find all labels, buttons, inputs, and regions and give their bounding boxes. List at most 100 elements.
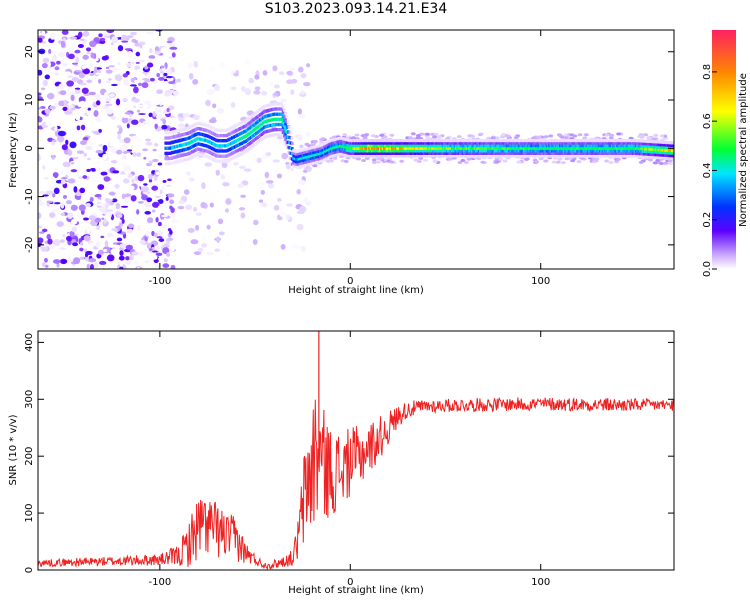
ridge-cell xyxy=(263,130,266,134)
ridge-cell xyxy=(574,139,578,143)
ridge-cell xyxy=(469,144,473,148)
noise-cell xyxy=(148,248,153,251)
noise-cell xyxy=(151,255,158,260)
ridge-cell xyxy=(514,154,518,158)
ridge-cell xyxy=(645,147,649,151)
ridge-cell xyxy=(385,154,389,158)
ridge-cell xyxy=(191,134,194,138)
ridge-cell xyxy=(300,148,303,153)
ridge-cell xyxy=(590,139,594,143)
ridge-cell xyxy=(393,144,397,148)
noise-cell xyxy=(82,54,89,60)
noise-cell xyxy=(86,52,91,55)
ridge-cell xyxy=(526,151,530,155)
ridge-cell xyxy=(609,151,613,155)
noise-cell xyxy=(156,236,163,239)
ridge-cell xyxy=(436,139,439,143)
noise-cell xyxy=(58,40,62,44)
ridge-cell xyxy=(604,154,607,158)
ridge-cell xyxy=(613,141,617,145)
ridge-cell xyxy=(417,146,421,150)
ridge-cell xyxy=(613,154,617,158)
ridge-cell xyxy=(613,146,617,150)
noise-cell xyxy=(166,68,173,75)
ridge-cell xyxy=(616,139,619,143)
ridge-cell xyxy=(581,151,585,155)
ridge-cell xyxy=(636,149,639,153)
ridge-cell xyxy=(420,146,423,150)
noise-cell xyxy=(151,201,160,208)
halo-cell xyxy=(389,160,395,164)
ridge-cell xyxy=(191,129,194,133)
ridge-cell xyxy=(502,154,506,158)
ridge-cell xyxy=(247,132,250,136)
ridge-cell xyxy=(538,141,542,145)
ridge-cell xyxy=(508,144,511,148)
ridge-cell xyxy=(441,139,445,143)
noise-cell xyxy=(38,139,42,143)
colorbar-tick-label: 0.8 xyxy=(702,64,713,80)
noise-cell xyxy=(146,197,153,203)
ridge-cell xyxy=(608,144,611,148)
ridge-cell xyxy=(484,146,487,150)
noise-cell xyxy=(147,134,152,139)
ridge-cell xyxy=(449,154,453,158)
ridge-cell xyxy=(268,129,271,133)
noise-cell xyxy=(80,38,85,41)
noise-cell xyxy=(161,124,168,130)
ridge-cell xyxy=(191,139,194,144)
ridge-cell xyxy=(506,151,510,155)
noise-cell xyxy=(111,116,116,120)
ridge-cell xyxy=(554,141,558,145)
noise-cell xyxy=(69,230,75,238)
noise-cell xyxy=(297,108,303,115)
ridge-cell xyxy=(384,139,387,143)
noise-cell xyxy=(141,213,145,217)
ridge-cell xyxy=(585,146,589,150)
ridge-cell xyxy=(481,141,485,145)
noise-cell xyxy=(38,237,44,244)
ridge-cell xyxy=(502,141,506,145)
ridge-cell xyxy=(632,146,635,150)
noise-cell xyxy=(158,198,164,205)
noise-cell xyxy=(105,103,113,107)
noise-cell xyxy=(77,31,83,38)
ridge-cell xyxy=(569,141,573,145)
noise-cell xyxy=(233,161,239,166)
ridge-cell xyxy=(211,126,214,130)
noise-cell xyxy=(41,228,48,233)
ridge-cell xyxy=(506,154,510,158)
ridge-cell xyxy=(514,139,518,143)
ridge-cell xyxy=(557,149,561,153)
noise-cell xyxy=(193,60,199,68)
noise-cell xyxy=(74,49,81,54)
ridge-cell xyxy=(496,139,499,143)
ridge-cell xyxy=(400,144,403,148)
noise-cell xyxy=(130,31,137,36)
ridge-cell xyxy=(312,148,315,152)
ridge-cell xyxy=(569,144,573,148)
noise-cell xyxy=(62,63,68,67)
ridge-cell xyxy=(263,120,266,124)
ridge-cell xyxy=(604,141,607,145)
ridge-cell xyxy=(664,156,667,160)
ridge-cell xyxy=(308,157,311,161)
halo-cell xyxy=(555,160,561,164)
ridge-cell xyxy=(652,155,655,159)
noise-cell xyxy=(108,263,114,269)
ridge-cell xyxy=(424,139,427,143)
noise-cell xyxy=(98,260,107,265)
halo-cell xyxy=(570,159,576,163)
ridge-cell xyxy=(227,148,230,152)
noise-cell xyxy=(44,74,51,80)
noise-cell xyxy=(82,175,88,179)
noise-cell xyxy=(101,47,105,51)
ridge-cell xyxy=(672,149,674,153)
ridge-cell xyxy=(574,154,578,158)
ridge-cell xyxy=(502,146,506,150)
halo-cell xyxy=(502,159,508,163)
noise-cell xyxy=(246,214,252,220)
ridge-cell xyxy=(557,141,561,145)
ridge-cell xyxy=(203,138,206,142)
ridge-cell xyxy=(558,141,562,145)
